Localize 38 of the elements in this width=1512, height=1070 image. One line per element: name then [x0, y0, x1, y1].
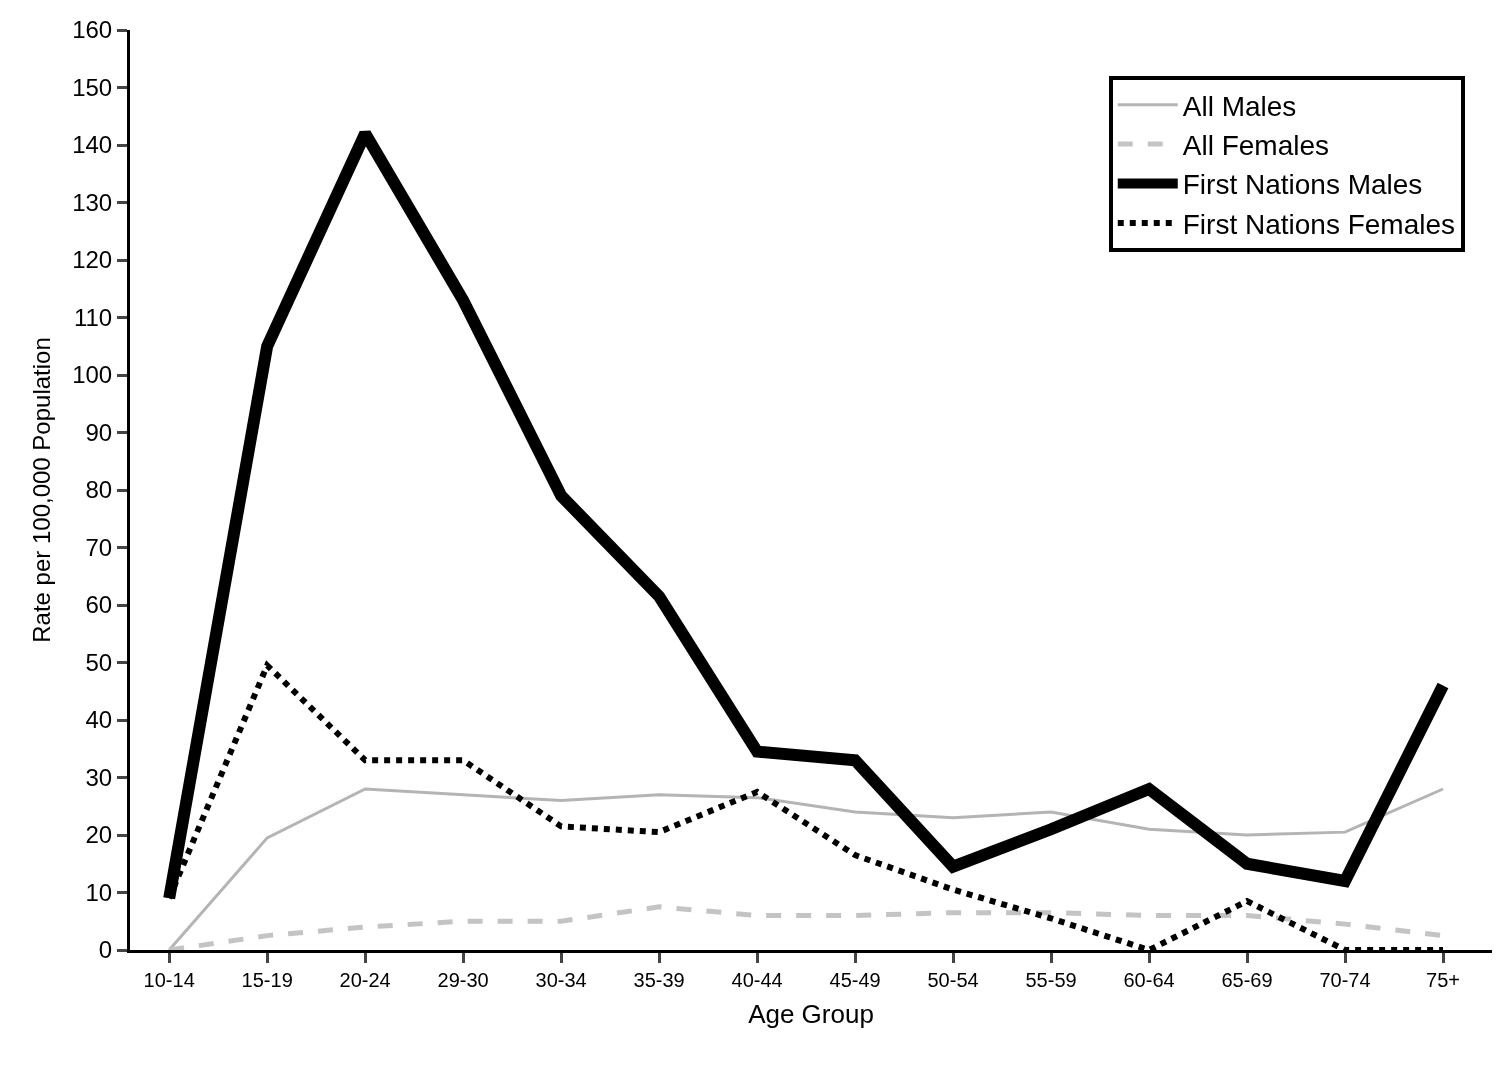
x-tick-label: 15-19: [241, 969, 293, 991]
x-tick-label: 40-44: [731, 969, 783, 991]
x-tick-label: 75+: [1426, 969, 1460, 991]
y-tick-label: 110: [73, 303, 113, 331]
y-tick-label: 80: [85, 476, 113, 504]
x-tick-label: 65-69: [1221, 969, 1273, 991]
x-tick-label: 29-30: [437, 969, 489, 991]
y-tick-label: 0: [98, 936, 113, 964]
y-tick-label: 60: [85, 591, 113, 619]
y-tick-label: 140: [72, 131, 113, 159]
x-tick-label: 10-14: [143, 969, 195, 991]
x-tick-label: 30-34: [535, 969, 587, 991]
y-tick-label: 70: [85, 533, 113, 561]
y-tick-label: 20: [85, 821, 113, 849]
y-tick-label: 100: [72, 361, 113, 389]
legend-label: All Females: [1182, 130, 1330, 162]
legend-label: First Nations Males: [1182, 169, 1423, 201]
x-tick-label: 45-49: [829, 969, 881, 991]
legend-label: All Males: [1182, 90, 1297, 122]
y-tick-label: 130: [72, 188, 113, 216]
y-axis-title: Rate per 100,000 Population: [28, 337, 56, 643]
x-tick-label: 60-64: [1123, 969, 1175, 991]
y-tick-label: 10: [85, 878, 113, 906]
y-tick-label: 40: [85, 706, 113, 734]
x-tick-label: 50-54: [927, 969, 979, 991]
x-tick-label: 35-39: [633, 969, 685, 991]
x-tick-label: 20-24: [339, 969, 391, 991]
y-tick-label: 150: [72, 73, 113, 101]
y-tick-label: 160: [72, 16, 113, 44]
y-tick-label: 90: [85, 418, 113, 446]
x-tick-label: 70-74: [1319, 969, 1371, 991]
legend-label: First Nations Females: [1182, 208, 1456, 240]
x-tick-label: 55-59: [1025, 969, 1077, 991]
line-series: [167, 787, 1445, 950]
y-tick-label: 50: [85, 648, 113, 676]
y-tick-label: 30: [85, 763, 113, 791]
x-axis-title: Age Group: [748, 998, 874, 1029]
y-tick-label: 120: [72, 246, 113, 274]
